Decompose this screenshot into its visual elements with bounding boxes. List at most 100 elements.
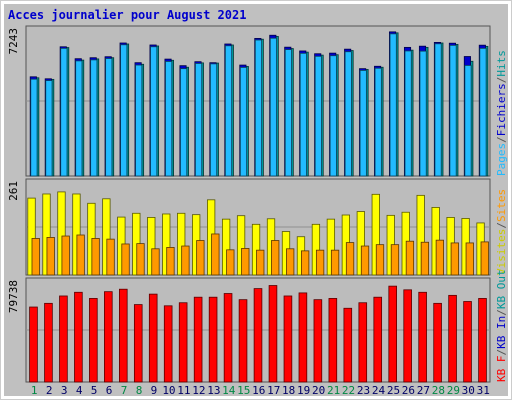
y-max-label: 7243 xyxy=(7,28,20,55)
bar-kb-f-day-9 xyxy=(148,293,158,383)
bar-pages-day-30 xyxy=(464,65,472,177)
bar-kb-f-day-23 xyxy=(358,302,368,383)
x-tick-label-7: 7 xyxy=(121,384,128,397)
bar-pages-day-24 xyxy=(374,67,382,177)
bar-pages-day-5 xyxy=(90,59,98,177)
bar-visites-day-16 xyxy=(251,223,261,276)
panel-legend: Visites/Sites xyxy=(495,189,508,275)
bar-sites-day-12 xyxy=(196,240,205,276)
legend-item-kb-in: KB In xyxy=(495,316,508,349)
bar-sites-day-19 xyxy=(301,250,310,276)
legend-item-hits: Hits xyxy=(495,50,508,77)
bar-kb-f-day-17 xyxy=(268,285,278,383)
bar-kb-f-day-6 xyxy=(104,291,113,383)
bar-kb-f-day-14 xyxy=(223,293,233,383)
legend-separator: / xyxy=(495,309,508,316)
bar-pages-day-4 xyxy=(75,60,83,177)
bar-pages-day-28 xyxy=(434,43,442,177)
x-tick-label-13: 13 xyxy=(207,384,220,397)
bar-visites-day-14 xyxy=(221,218,231,276)
bar-sites-day-13 xyxy=(211,233,220,276)
bar-kb-f-day-7 xyxy=(119,288,128,383)
x-tick-label-22: 22 xyxy=(342,384,355,397)
bar-sites-day-16 xyxy=(256,249,265,276)
x-tick-label-16: 16 xyxy=(252,384,265,397)
bar-visites-day-24 xyxy=(371,193,380,276)
bar-pages-day-31 xyxy=(479,47,487,177)
bar-pages-day-23 xyxy=(359,70,367,177)
bar-visites-day-2 xyxy=(42,193,51,276)
bar-sites-day-21 xyxy=(330,249,340,276)
x-tick-label-3: 3 xyxy=(61,384,68,397)
x-tick-label-5: 5 xyxy=(91,384,98,397)
x-tick-label-18: 18 xyxy=(282,384,295,397)
x-tick-label-28: 28 xyxy=(432,384,445,397)
bar-pages-day-15 xyxy=(239,67,248,177)
bar-sites-day-25 xyxy=(390,244,400,276)
x-tick-label-6: 6 xyxy=(106,384,113,397)
bar-pages-day-3 xyxy=(60,47,68,177)
bar-sites-day-1 xyxy=(31,238,40,276)
bar-pages-day-6 xyxy=(105,58,113,177)
bar-pages-day-27 xyxy=(419,50,427,177)
bar-pages-day-19 xyxy=(299,52,307,177)
bar-kb-f-day-27 xyxy=(418,291,427,383)
legend-item-kb-f: KB F xyxy=(495,356,508,383)
x-tick-label-27: 27 xyxy=(417,384,430,397)
bar-kb-f-day-4 xyxy=(74,291,83,383)
legend-separator: / xyxy=(495,77,508,84)
bar-kb-f-day-19 xyxy=(298,292,308,383)
bar-pages-day-25 xyxy=(389,33,397,177)
bar-pages-day-26 xyxy=(404,50,412,177)
bar-sites-day-4 xyxy=(76,234,85,276)
bar-kb-f-day-16 xyxy=(253,288,263,383)
bar-sites-day-11 xyxy=(181,245,190,276)
x-tick-label-8: 8 xyxy=(136,384,143,397)
bar-visites-day-11 xyxy=(177,212,186,276)
x-tick-label-29: 29 xyxy=(447,384,460,397)
bar-sites-day-24 xyxy=(375,244,385,276)
bar-visites-day-4 xyxy=(72,193,81,276)
bar-pages-day-22 xyxy=(344,51,352,177)
bar-sites-day-14 xyxy=(226,249,235,276)
legend-separator: / xyxy=(495,136,508,143)
bar-sites-day-22 xyxy=(345,242,355,276)
bar-visites-day-3 xyxy=(57,191,66,276)
bar-pages-day-21 xyxy=(329,55,337,177)
bar-sites-day-3 xyxy=(61,235,70,276)
bar-sites-day-20 xyxy=(315,249,325,276)
x-tick-label-12: 12 xyxy=(192,384,205,397)
bar-sites-day-8 xyxy=(136,243,145,276)
x-tick-label-4: 4 xyxy=(76,384,83,397)
legend-item-kb-out: KB Out xyxy=(495,269,508,309)
bar-sites-day-18 xyxy=(286,248,295,276)
bar-visites-day-6 xyxy=(102,198,111,276)
bar-pages-day-17 xyxy=(269,37,277,177)
bar-kb-f-day-22 xyxy=(343,307,353,383)
x-tick-label-20: 20 xyxy=(312,384,325,397)
bar-sites-day-15 xyxy=(241,248,250,276)
bar-visites-day-23 xyxy=(356,211,365,276)
bar-kb-f-day-21 xyxy=(328,298,338,383)
bar-kb-f-day-1 xyxy=(29,306,38,383)
bar-sites-day-27 xyxy=(420,241,430,276)
bar-kb-f-day-2 xyxy=(44,302,53,383)
bar-kb-f-day-24 xyxy=(373,296,383,383)
bar-sites-day-31 xyxy=(480,241,489,276)
bar-kb-f-day-10 xyxy=(163,305,173,383)
bar-kb-f-day-13 xyxy=(208,296,218,383)
bar-visites-day-1 xyxy=(27,197,36,276)
bar-kb-f-day-15 xyxy=(238,299,248,383)
chart-title: Acces journalier pour August 2021 xyxy=(8,8,246,22)
x-tick-label-26: 26 xyxy=(402,384,415,397)
bar-kb-f-day-12 xyxy=(193,296,203,383)
bar-kb-f-day-5 xyxy=(89,298,98,383)
bar-sites-day-2 xyxy=(46,237,55,276)
x-tick-label-2: 2 xyxy=(46,384,53,397)
x-tick-label-31: 31 xyxy=(477,384,490,397)
x-tick-label-11: 11 xyxy=(177,384,190,397)
x-tick-label-15: 15 xyxy=(237,384,250,397)
legend-item-fichiers: Fichiers xyxy=(495,83,508,136)
